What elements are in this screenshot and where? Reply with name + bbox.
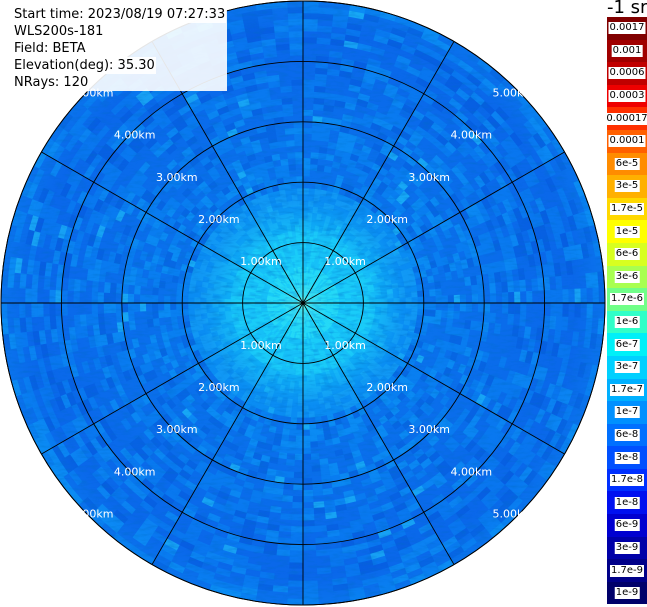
ppi-plot: 1.00km 1.00km1.00km 1.00km2.00km 2.00km2.00… (0, 0, 606, 606)
